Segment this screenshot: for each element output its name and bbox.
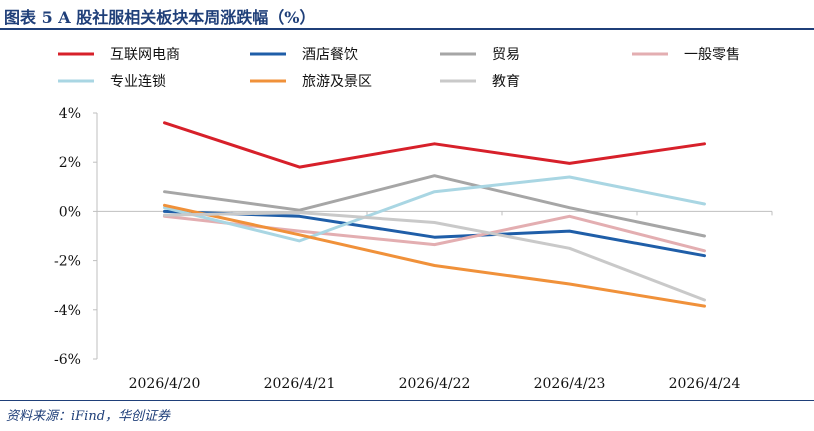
series-line bbox=[163, 121, 706, 169]
legend-label: 贸易 bbox=[492, 47, 520, 63]
legend-label: 教育 bbox=[492, 74, 520, 90]
legend-label: 互联网电商 bbox=[110, 47, 180, 63]
x-tick-label: 2026/4/24 bbox=[669, 376, 741, 392]
chart-title: 图表 5 A 股社服相关板块本周涨跌幅（%） bbox=[4, 8, 316, 27]
x-tick-label: 2026/4/23 bbox=[534, 376, 606, 392]
y-tick-label: -6% bbox=[54, 352, 81, 368]
legend-label: 旅游及景区 bbox=[302, 74, 372, 90]
y-tick-label: -2% bbox=[54, 254, 81, 270]
x-tick-label: 2026/4/22 bbox=[399, 376, 471, 392]
legend-label: 酒店餐饮 bbox=[302, 47, 358, 63]
y-tick-label: 2% bbox=[59, 155, 81, 171]
y-tick-label: -4% bbox=[54, 303, 81, 319]
y-tick-label: 4% bbox=[59, 106, 81, 122]
series-line bbox=[163, 175, 706, 243]
chart-axes: 4% 2% 0% -2% -4% -6% 2026/4/20 2026/4/21 2026/4/… bbox=[54, 106, 773, 392]
legend-label: 专业连锁 bbox=[110, 74, 166, 90]
series-line bbox=[163, 203, 706, 308]
x-tick-label: 2026/4/20 bbox=[129, 376, 201, 392]
series-line bbox=[163, 174, 706, 238]
source-note: 资料来源：iFind，华创证券 bbox=[6, 409, 171, 424]
y-tick-label: 0% bbox=[59, 204, 81, 220]
footer-rule bbox=[0, 400, 814, 401]
title-rule bbox=[0, 28, 814, 30]
series-line bbox=[163, 211, 706, 302]
legend-label: 一般零售 bbox=[684, 47, 740, 63]
chart-series bbox=[163, 121, 706, 308]
x-tick-label: 2026/4/21 bbox=[264, 376, 336, 392]
